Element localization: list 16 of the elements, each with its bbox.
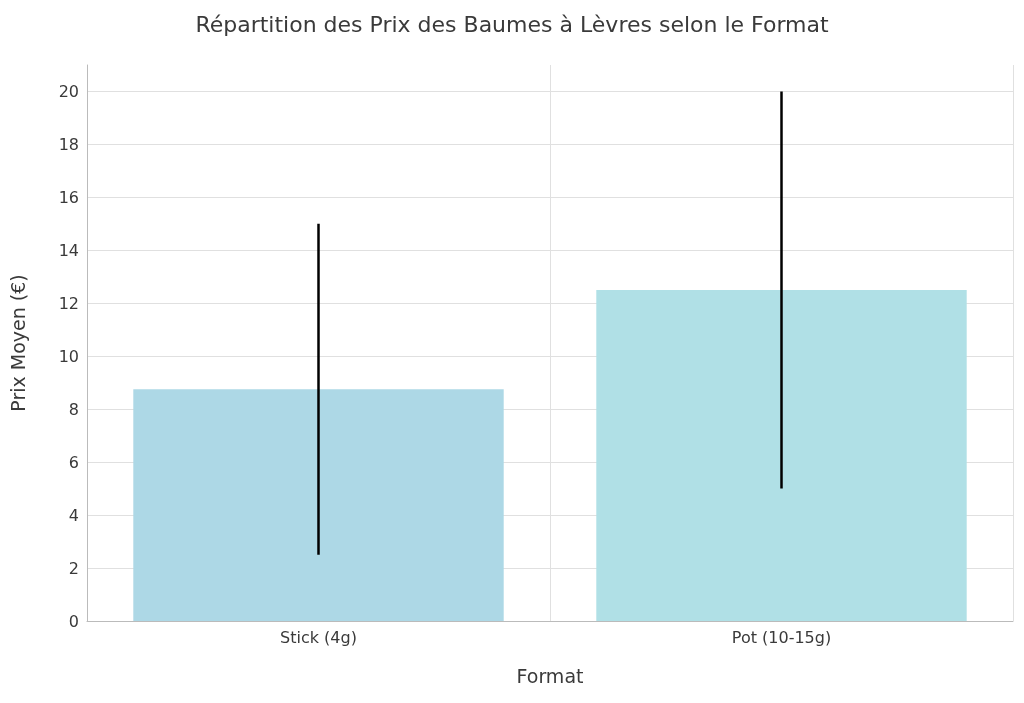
y-tick-label: 4	[68, 505, 79, 525]
y-tick-label: 2	[68, 558, 79, 578]
x-tick-label: Pot (10-15g)	[731, 627, 832, 647]
y-tick-label: 10	[58, 346, 79, 366]
chart-title: Répartition des Prix des Baumes à Lèvres selon le Format	[195, 11, 829, 37]
y-tick-label: 12	[58, 293, 79, 313]
y-tick-label: 14	[58, 240, 79, 260]
y-tick-label: 18	[58, 134, 79, 154]
y-tick-label: 16	[58, 187, 79, 207]
y-tick-label: 20	[58, 81, 79, 101]
x-tick-label: Stick (4g)	[280, 627, 357, 647]
y-tick-label: 8	[68, 399, 79, 419]
x-axis-title: Format	[516, 664, 584, 687]
y-tick-label: 0	[68, 611, 79, 631]
y-tick-label: 6	[68, 452, 79, 472]
y-axis-title: Prix Moyen (€)	[6, 274, 29, 412]
